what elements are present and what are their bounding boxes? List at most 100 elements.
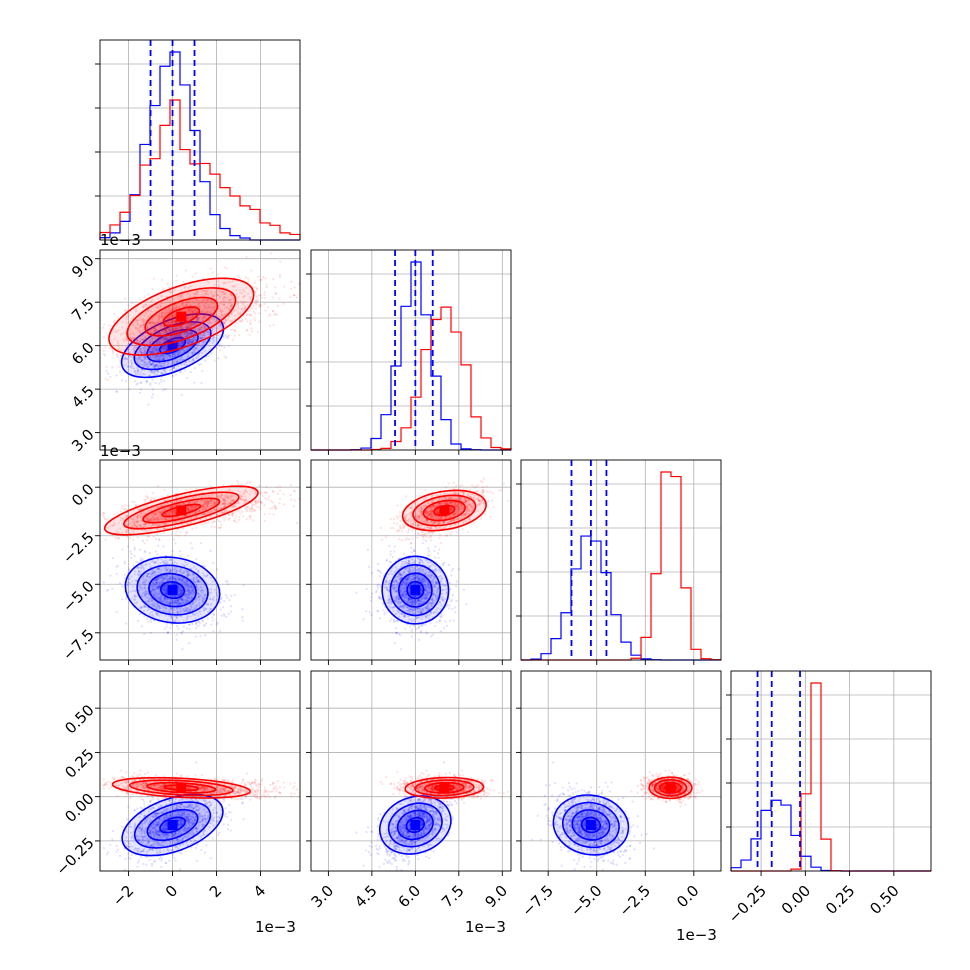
series-b-point [150,620,153,623]
series-b-point [125,357,129,361]
series-b-point [170,623,173,626]
series-b-point [157,332,160,336]
series-a-point [231,280,234,283]
series-a-point [301,496,303,498]
series-a-point [292,505,295,508]
series-a-point [164,328,167,331]
series-a-point [152,277,156,280]
series-a-point [245,313,248,316]
series-a-point [168,338,172,341]
series-a-point [186,292,189,295]
series-b-point [191,352,195,355]
series-a-point [152,327,155,330]
series-a-point [227,315,230,318]
series-a-point [199,286,202,289]
series-b-point [152,365,155,368]
series-a-point [220,321,223,324]
series-b-point [172,367,176,370]
series-a-point [121,320,124,324]
series-a-point [268,512,271,516]
series-a-point [207,281,210,284]
series-b-point [233,324,236,327]
series-b-point [186,341,190,345]
series-a-point [172,317,175,320]
series-a-point [153,338,156,341]
series-a-point [204,306,208,309]
series-a-point [178,334,181,337]
series-a-point [261,296,264,300]
series-a-point [162,330,165,333]
series-a-point [197,305,200,308]
series-b-point [123,577,126,580]
series-b-point [151,337,154,340]
series-b-point [109,574,112,577]
series-a-point [150,496,153,500]
series-a-point [174,314,177,317]
series-b-point [138,341,141,344]
series-b-point [125,358,129,361]
series-a-point [150,317,153,320]
series-a-point [201,336,204,339]
series-a-point [223,355,226,358]
series-b-point [153,329,156,333]
series-a-point [172,307,175,310]
series-a-point [223,266,227,269]
series-b-point [203,332,206,335]
series-b-point [150,337,154,341]
series-b-point [196,344,199,348]
series-b-point [202,340,205,344]
series-b-point [157,356,161,359]
series-b-point [126,365,130,368]
series-a-point [102,336,105,339]
scatter-points [100,252,300,406]
series-a-point [171,308,174,311]
series-b-point [102,353,105,356]
series-a-point [213,359,216,362]
series-b-point [137,619,140,623]
series-a-point [198,327,201,330]
series-a-point [254,307,257,310]
series-a-point [204,305,207,308]
series-b-point [190,333,193,336]
series-a-point [145,326,149,330]
series-b-point [202,341,205,344]
series-a-point [161,312,165,315]
series-b-point [156,553,159,556]
series-b-point [130,363,133,366]
series-a-point [179,295,182,299]
series-a-point [253,316,256,320]
series-b-point [199,336,202,340]
series-a-point [204,293,208,296]
series-b-point [155,364,158,367]
series-b-point [197,330,200,334]
series-b-point [242,583,245,587]
series-a-point [115,330,118,333]
series-a-point [203,326,206,329]
series-b-point [188,339,192,342]
series-b-point [187,308,190,311]
series-a-point [145,363,148,366]
series-b-point [187,332,190,335]
series-a-point [254,300,257,303]
panels-layer: 3.04.56.07.59.0−7.5−5.0−2.50.0−0.250.000… [52,39,932,927]
series-a-point [221,310,224,313]
series-a-point [142,319,145,322]
series-b-point [133,371,137,374]
series-a-point [189,333,193,336]
series-b-point [201,309,204,312]
series-b-point [170,554,173,557]
series-b-point [155,349,158,352]
series-a-point [136,536,139,539]
series-b-point [161,357,164,360]
series-a-point [131,302,134,305]
series-a-point [211,295,214,298]
series-a-point [182,280,185,283]
series-a-point [185,335,188,338]
series-b-point [178,350,181,353]
series-a-point [132,347,135,350]
series-b-point [155,354,158,357]
series-b-point [118,582,122,585]
series-a-point [154,360,158,363]
series-a-point [159,304,162,308]
